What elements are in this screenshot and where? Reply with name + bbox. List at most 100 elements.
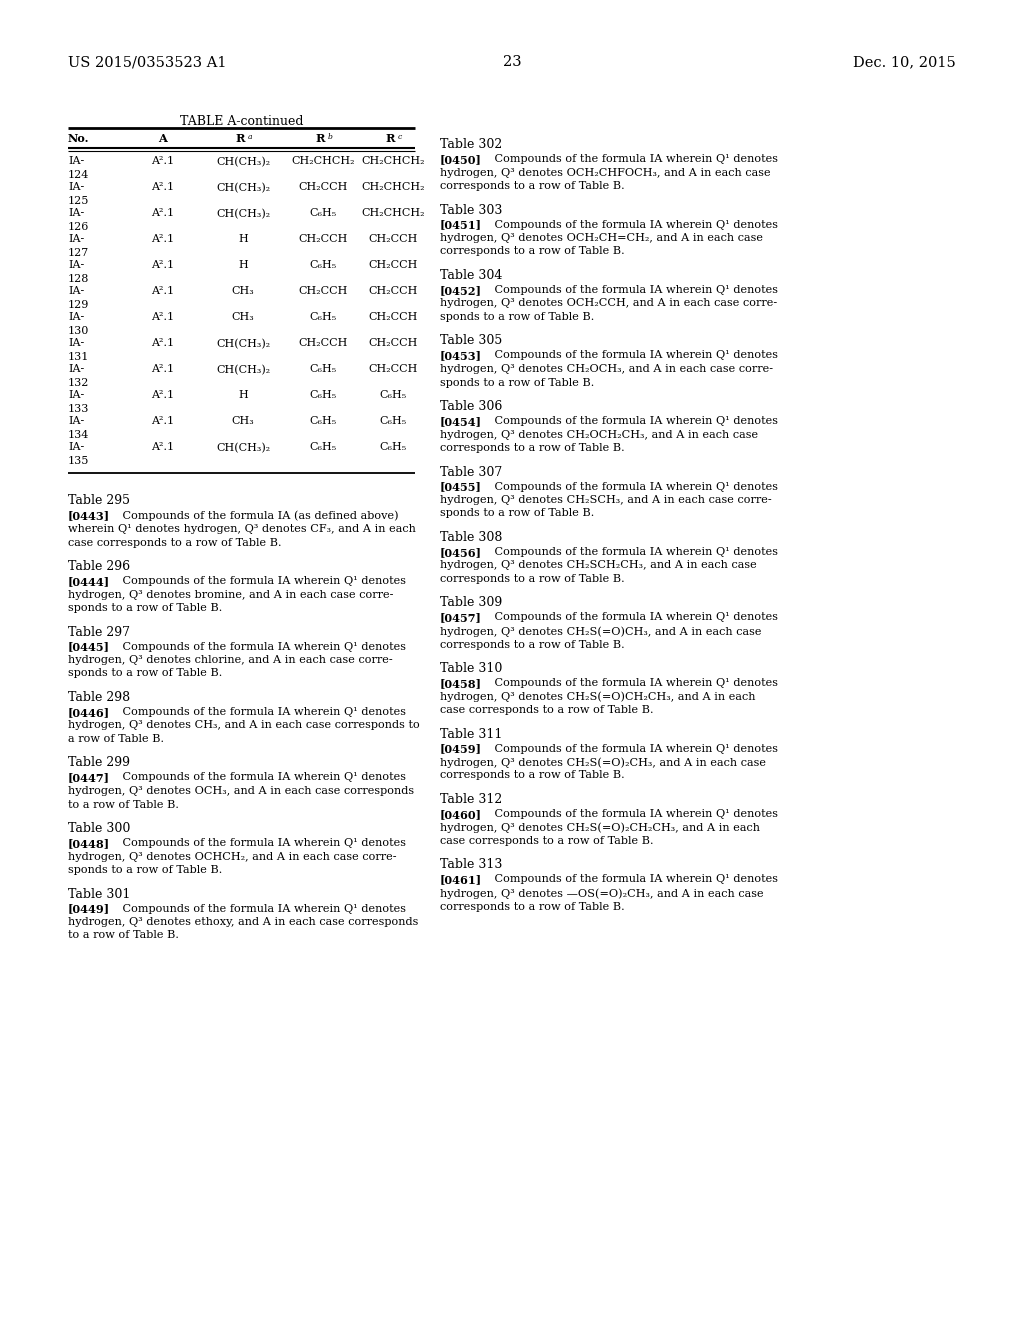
Text: Compounds of the formula IA wherein Q¹ denotes: Compounds of the formula IA wherein Q¹ d…: [480, 678, 778, 688]
Text: CH₂CCH: CH₂CCH: [298, 182, 348, 193]
Text: [0456]: [0456]: [440, 546, 482, 558]
Text: R: R: [385, 133, 394, 144]
Text: 129: 129: [68, 300, 89, 309]
Text: C₆H₅: C₆H₅: [380, 442, 407, 453]
Text: hydrogen, Q³ denotes CH₂S(=O)CH₂CH₃, and A in each: hydrogen, Q³ denotes CH₂S(=O)CH₂CH₃, and…: [440, 692, 756, 702]
Text: A².1: A².1: [152, 157, 174, 166]
Text: [0449]: [0449]: [68, 903, 111, 915]
Text: Table 312: Table 312: [440, 793, 502, 807]
Text: hydrogen, Q³ denotes OCHCH₂, and A in each case corre-: hydrogen, Q³ denotes OCHCH₂, and A in ea…: [68, 851, 396, 862]
Text: corresponds to a row of Table B.: corresponds to a row of Table B.: [440, 247, 625, 256]
Text: [0447]: [0447]: [68, 772, 110, 784]
Text: Compounds of the formula IA wherein Q¹ denotes: Compounds of the formula IA wherein Q¹ d…: [480, 351, 778, 360]
Text: corresponds to a row of Table B.: corresponds to a row of Table B.: [440, 639, 625, 649]
Text: sponds to a row of Table B.: sponds to a row of Table B.: [68, 865, 222, 875]
Text: sponds to a row of Table B.: sponds to a row of Table B.: [440, 508, 594, 519]
Text: to a row of Table B.: to a row of Table B.: [68, 931, 179, 940]
Text: TABLE A-continued: TABLE A-continued: [180, 115, 303, 128]
Text: wherein Q¹ denotes hydrogen, Q³ denotes CF₃, and A in each: wherein Q¹ denotes hydrogen, Q³ denotes …: [68, 524, 416, 535]
Text: Table 304: Table 304: [440, 269, 503, 282]
Text: hydrogen, Q³ denotes OCH₃, and A in each case corresponds: hydrogen, Q³ denotes OCH₃, and A in each…: [68, 785, 414, 796]
Text: CH₂CHCH₂: CH₂CHCH₂: [361, 182, 425, 193]
Text: CH₂CHCH₂: CH₂CHCH₂: [361, 157, 425, 166]
Text: A².1: A².1: [152, 338, 174, 348]
Text: [0457]: [0457]: [440, 612, 482, 623]
Text: IA-: IA-: [68, 157, 84, 166]
Text: corresponds to a row of Table B.: corresponds to a row of Table B.: [440, 902, 625, 912]
Text: C₆H₅: C₆H₅: [309, 417, 337, 426]
Text: Table 305: Table 305: [440, 334, 502, 347]
Text: CH₂CCH: CH₂CCH: [369, 260, 418, 271]
Text: A².1: A².1: [152, 235, 174, 244]
Text: CH(CH₃)₂: CH(CH₃)₂: [216, 157, 270, 166]
Text: 128: 128: [68, 273, 89, 284]
Text: 124: 124: [68, 169, 89, 180]
Text: Table 308: Table 308: [440, 531, 503, 544]
Text: CH₂CCH: CH₂CCH: [369, 235, 418, 244]
Text: IA-: IA-: [68, 364, 84, 375]
Text: Compounds of the formula IA wherein Q¹ denotes: Compounds of the formula IA wherein Q¹ d…: [108, 708, 406, 717]
Text: Table 300: Table 300: [68, 822, 130, 836]
Text: to a row of Table B.: to a row of Table B.: [68, 800, 179, 809]
Text: c: c: [398, 133, 402, 141]
Text: A: A: [159, 133, 168, 144]
Text: case corresponds to a row of Table B.: case corresponds to a row of Table B.: [68, 537, 282, 548]
Text: Table 311: Table 311: [440, 727, 503, 741]
Text: Compounds of the formula IA wherein Q¹ denotes: Compounds of the formula IA wherein Q¹ d…: [480, 546, 778, 557]
Text: corresponds to a row of Table B.: corresponds to a row of Table B.: [440, 771, 625, 780]
Text: case corresponds to a row of Table B.: case corresponds to a row of Table B.: [440, 705, 653, 715]
Text: b: b: [328, 133, 333, 141]
Text: Dec. 10, 2015: Dec. 10, 2015: [853, 55, 956, 69]
Text: C₆H₅: C₆H₅: [309, 260, 337, 271]
Text: Compounds of the formula IA wherein Q¹ denotes: Compounds of the formula IA wherein Q¹ d…: [480, 612, 778, 623]
Text: hydrogen, Q³ denotes OCH₂CH=CH₂, and A in each case: hydrogen, Q³ denotes OCH₂CH=CH₂, and A i…: [440, 234, 763, 243]
Text: H: H: [239, 260, 248, 271]
Text: sponds to a row of Table B.: sponds to a row of Table B.: [440, 378, 594, 388]
Text: [0455]: [0455]: [440, 482, 482, 492]
Text: Compounds of the formula IA wherein Q¹ denotes: Compounds of the formula IA wherein Q¹ d…: [480, 809, 778, 818]
Text: Table 310: Table 310: [440, 663, 503, 675]
Text: IA-: IA-: [68, 391, 84, 400]
Text: hydrogen, Q³ denotes CH₃, and A in each case corresponds to: hydrogen, Q³ denotes CH₃, and A in each …: [68, 721, 420, 730]
Text: A².1: A².1: [152, 209, 174, 219]
Text: Table 309: Table 309: [440, 597, 502, 610]
Text: IA-: IA-: [68, 442, 84, 453]
Text: A².1: A².1: [152, 417, 174, 426]
Text: 131: 131: [68, 351, 89, 362]
Text: [0450]: [0450]: [440, 154, 482, 165]
Text: [0451]: [0451]: [440, 219, 482, 231]
Text: [0446]: [0446]: [68, 708, 111, 718]
Text: hydrogen, Q³ denotes bromine, and A in each case corre-: hydrogen, Q³ denotes bromine, and A in e…: [68, 590, 393, 599]
Text: CH₂CHCH₂: CH₂CHCH₂: [361, 209, 425, 219]
Text: [0460]: [0460]: [440, 809, 482, 820]
Text: CH₂CCH: CH₂CCH: [369, 338, 418, 348]
Text: CH₂CCH: CH₂CCH: [298, 235, 348, 244]
Text: corresponds to a row of Table B.: corresponds to a row of Table B.: [440, 444, 625, 453]
Text: IA-: IA-: [68, 209, 84, 219]
Text: a row of Table B.: a row of Table B.: [68, 734, 164, 744]
Text: CH₃: CH₃: [231, 313, 254, 322]
Text: CH₂CCH: CH₂CCH: [298, 286, 348, 297]
Text: R: R: [315, 133, 325, 144]
Text: 134: 134: [68, 429, 89, 440]
Text: C₆H₅: C₆H₅: [309, 364, 337, 375]
Text: 135: 135: [68, 455, 89, 466]
Text: [0461]: [0461]: [440, 874, 482, 886]
Text: C₆H₅: C₆H₅: [380, 391, 407, 400]
Text: a: a: [248, 133, 253, 141]
Text: [0453]: [0453]: [440, 351, 482, 362]
Text: A².1: A².1: [152, 313, 174, 322]
Text: hydrogen, Q³ denotes CH₂OCH₂CH₃, and A in each case: hydrogen, Q³ denotes CH₂OCH₂CH₃, and A i…: [440, 429, 758, 440]
Text: [0459]: [0459]: [440, 743, 482, 755]
Text: H: H: [239, 235, 248, 244]
Text: corresponds to a row of Table B.: corresponds to a row of Table B.: [440, 574, 625, 583]
Text: hydrogen, Q³ denotes ethoxy, and A in each case corresponds: hydrogen, Q³ denotes ethoxy, and A in ea…: [68, 917, 419, 927]
Text: C₆H₅: C₆H₅: [309, 391, 337, 400]
Text: CH(CH₃)₂: CH(CH₃)₂: [216, 442, 270, 453]
Text: CH₃: CH₃: [231, 286, 254, 297]
Text: hydrogen, Q³ denotes CH₂S(=O)CH₃, and A in each case: hydrogen, Q³ denotes CH₂S(=O)CH₃, and A …: [440, 626, 762, 636]
Text: CH₂CHCH₂: CH₂CHCH₂: [291, 157, 354, 166]
Text: [0443]: [0443]: [68, 511, 111, 521]
Text: C₆H₅: C₆H₅: [309, 313, 337, 322]
Text: 125: 125: [68, 195, 89, 206]
